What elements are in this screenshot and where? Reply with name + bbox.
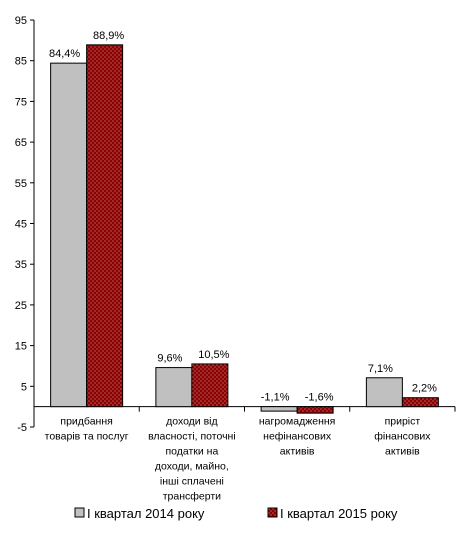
data-label: 10,5% [198, 349, 229, 361]
legend: І квартал 2014 року І квартал 2015 року [74, 506, 398, 521]
bar-series-1 [155, 367, 193, 408]
category-label: придбання [60, 416, 112, 428]
y-tick-label: 5 [21, 381, 27, 393]
category-label: податки на [165, 446, 218, 458]
category-label: інші сплачені [160, 476, 224, 488]
data-label: 7,1% [368, 363, 393, 375]
category-label: трансферти [163, 491, 221, 503]
axes: -5 5 15 25 35 45 55 65 75 85 95 [15, 15, 456, 434]
bar-series-1 [260, 406, 298, 412]
category-labels: придбання товарів та послуг доходи від влас… [45, 416, 432, 503]
category-label: нефінансових [263, 431, 332, 443]
legend-swatch-series-1 [74, 507, 85, 518]
category-label: власності, поточні [148, 431, 236, 443]
category-label: фінансових [374, 431, 431, 443]
y-tick-label: 95 [15, 15, 27, 27]
data-label: 9,6% [157, 353, 182, 365]
data-label: 88,9% [93, 30, 124, 42]
data-label: 84,4% [49, 48, 80, 60]
bars [50, 44, 439, 414]
bar-series-2 [401, 397, 439, 408]
y-tick-label: 75 [15, 96, 27, 108]
y-tick-label: 45 [15, 219, 27, 231]
data-label: -1,1% [261, 392, 290, 404]
category-label: доходи від [166, 416, 218, 428]
data-label: 2,2% [412, 383, 437, 395]
legend-swatch-series-2 [267, 507, 278, 518]
category-label: товарів та послуг [45, 431, 129, 443]
category-label: активів [385, 446, 420, 458]
bar-series-2 [296, 406, 334, 414]
legend-label-series-2: І квартал 2015 року [280, 506, 398, 521]
y-tick-label: 35 [15, 259, 27, 271]
bar-series-1 [365, 377, 403, 408]
category-label: доходи, майно, [155, 461, 229, 473]
y-tick-label: -5 [17, 422, 27, 434]
bar-series-1 [50, 62, 88, 408]
legend-label-series-1: І квартал 2014 року [87, 506, 205, 521]
data-labels: 84,4% 88,9% 9,6% 10,5% -1,1% -1,6% 7,1% 2,2% [49, 30, 437, 404]
category-label: нагромадження [259, 416, 335, 428]
bar-series-2 [191, 363, 229, 408]
y-tick-label: 85 [15, 56, 27, 68]
bar-series-2 [86, 44, 124, 408]
data-label: -1,6% [305, 392, 334, 404]
category-label: приріст [385, 416, 421, 428]
y-tick-label: 15 [15, 341, 27, 353]
y-tick-label: 25 [15, 300, 27, 312]
y-tick-label: 55 [15, 178, 27, 190]
category-label: активів [280, 446, 315, 458]
y-tick-label: 65 [15, 137, 27, 149]
